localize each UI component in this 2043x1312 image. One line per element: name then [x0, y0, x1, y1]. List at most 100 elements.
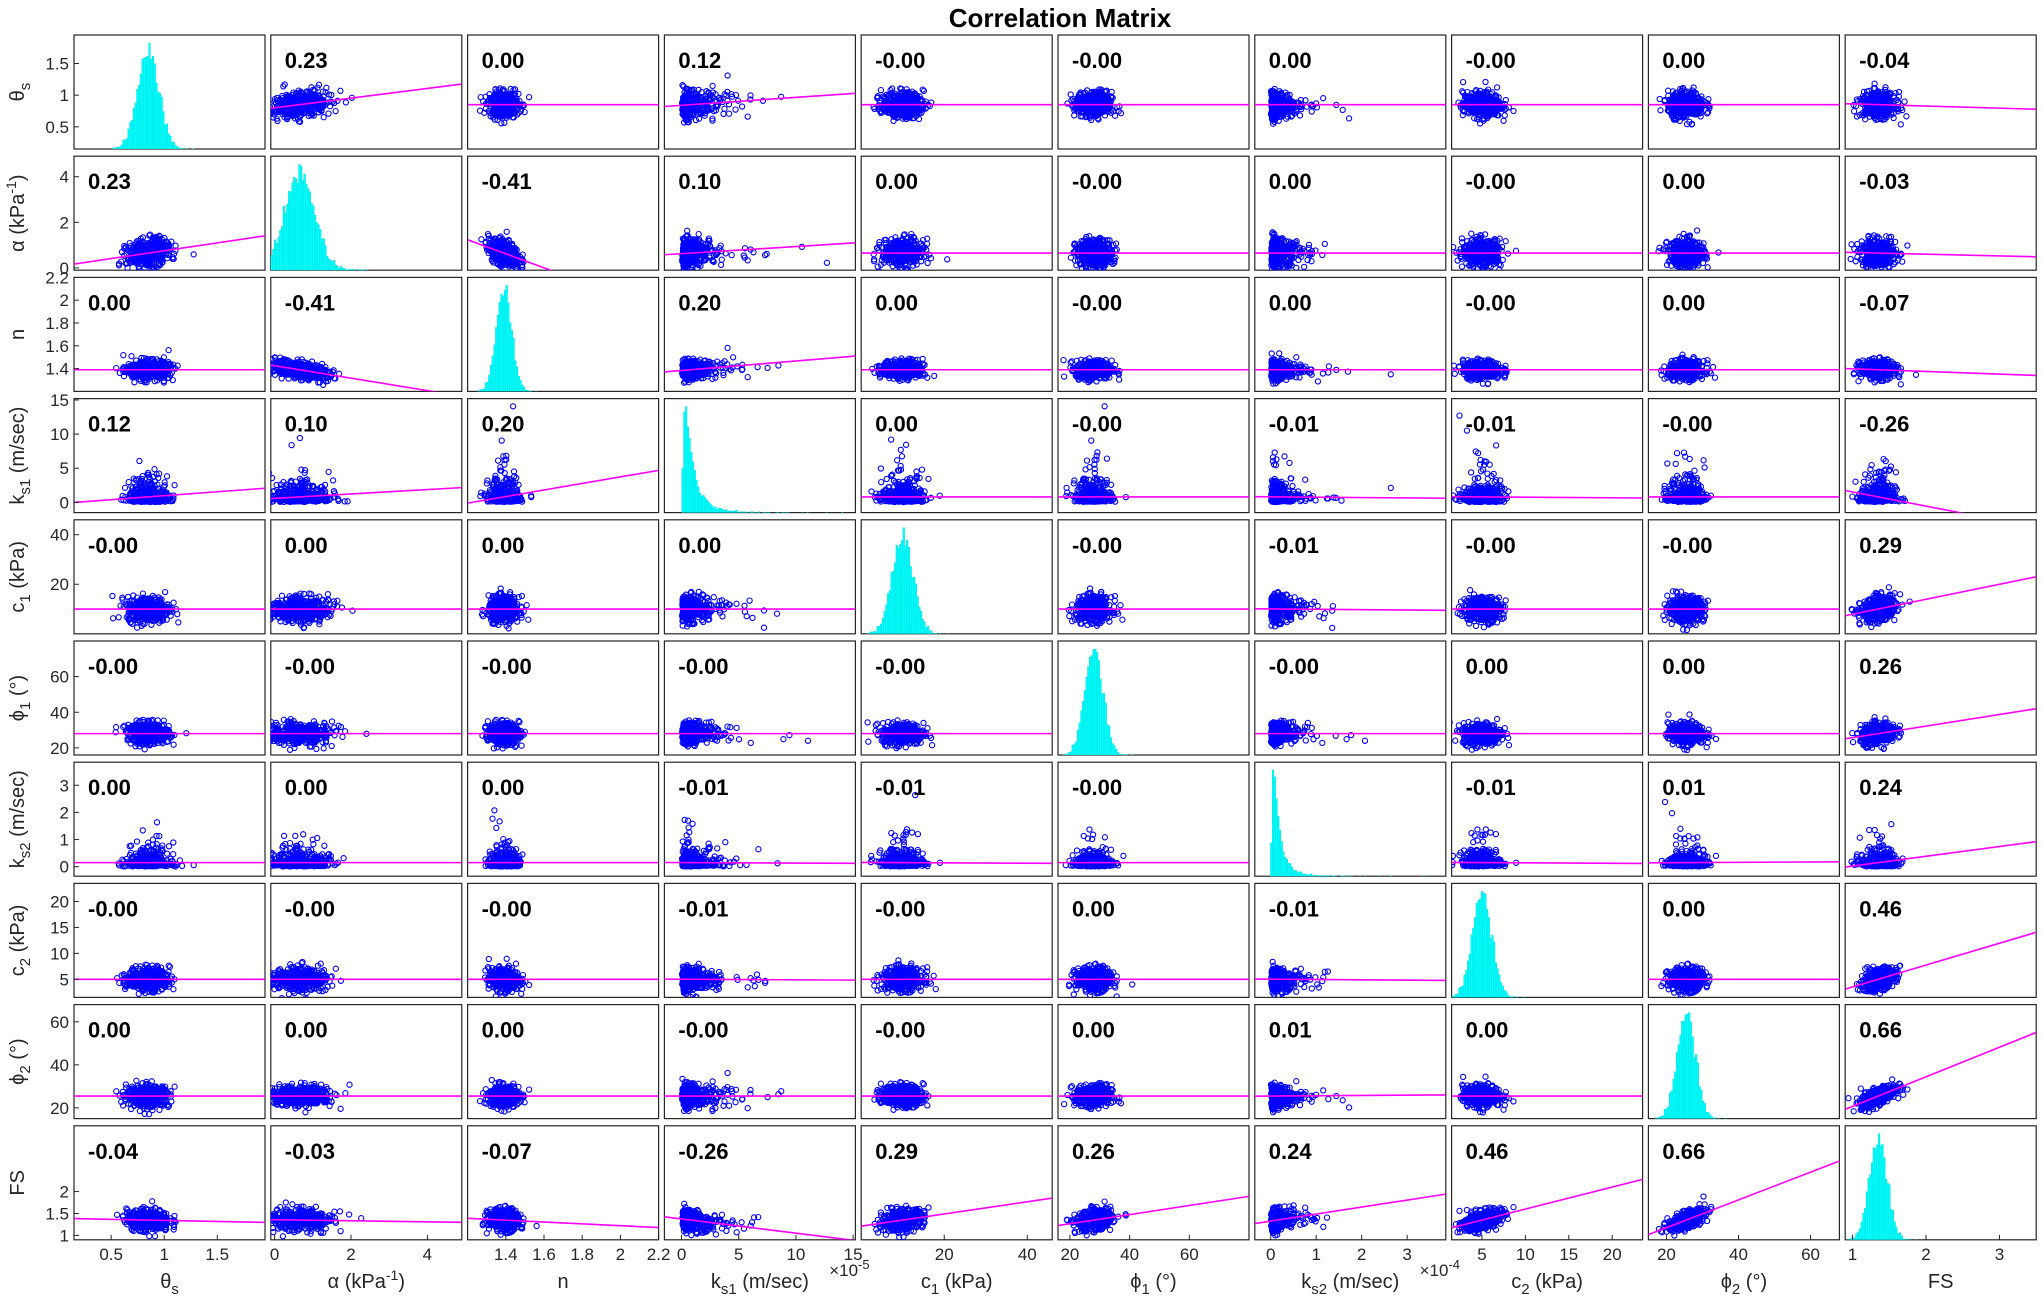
scatter-point	[151, 247, 159, 255]
scatter-point	[499, 242, 506, 249]
histogram-bar	[287, 191, 291, 271]
scatter-point	[168, 238, 175, 245]
scatter-point	[296, 113, 304, 121]
scatter-point	[141, 265, 148, 271]
scatter-point	[1664, 87, 1672, 94]
scatter-point	[141, 269, 147, 271]
histogram-bar	[317, 224, 320, 271]
scatter-point	[288, 105, 295, 113]
scatter-point	[885, 109, 893, 116]
scatter-point	[155, 236, 162, 243]
histogram-bar	[115, 147, 118, 149]
scatter-point	[747, 96, 754, 103]
scatter-point	[1283, 115, 1290, 122]
scatter-point	[1691, 95, 1698, 102]
histogram-bar	[307, 188, 310, 271]
scatter-point	[747, 92, 754, 99]
panel-frame	[1844, 34, 2037, 150]
histogram-bar	[322, 238, 325, 271]
scatter-point	[1492, 106, 1499, 113]
correlation-label: -0.00	[1072, 48, 1122, 73]
scatter-point	[270, 95, 272, 100]
scatter-point	[342, 99, 350, 106]
scatter-point	[1676, 117, 1683, 125]
scatter-point	[1869, 90, 1876, 97]
scatter-point	[1269, 120, 1277, 127]
scatter-point	[1494, 111, 1502, 119]
scatter-point	[759, 97, 767, 104]
histogram-bar	[327, 258, 331, 271]
histogram-bar	[348, 268, 351, 271]
histogram-bar	[312, 205, 315, 271]
scatter-point	[122, 260, 130, 267]
scatter-point	[1890, 114, 1897, 122]
scatter-point	[1705, 96, 1712, 103]
scatter-point	[323, 84, 330, 91]
histogram-bar	[320, 239, 324, 271]
panel-theta_s-vs-theta_s: 0.511.5θs	[7, 34, 266, 150]
panel-frame	[270, 34, 463, 150]
scatter-point	[153, 264, 161, 271]
scatter-point	[121, 242, 128, 250]
y-tick-label: 1.5	[45, 55, 69, 74]
histogram-bar	[340, 266, 343, 271]
panel-theta_s-vs-n: 0.00	[467, 34, 660, 150]
scatter-point	[738, 103, 746, 110]
scatter-point	[916, 105, 923, 112]
scatter-point	[1466, 94, 1473, 101]
scatter-point	[1278, 89, 1285, 97]
scatter-point	[133, 247, 140, 255]
histogram-bar	[352, 268, 355, 271]
panel-frame	[73, 34, 266, 150]
histogram-bar	[127, 128, 130, 149]
scatter-point	[519, 251, 526, 258]
scatter-point	[503, 108, 510, 115]
scatter-point	[685, 115, 692, 123]
histogram-bar	[343, 268, 346, 271]
scatter-point	[1690, 84, 1697, 91]
scatter-point	[721, 91, 728, 98]
histogram-bar	[111, 147, 115, 149]
scatter-point	[137, 256, 145, 264]
scatter-point	[1687, 102, 1694, 109]
histogram-bar	[181, 148, 184, 149]
scatter-point	[1877, 93, 1884, 100]
scatter-point	[1684, 97, 1692, 104]
scatter-point	[1288, 105, 1295, 112]
scatter-point	[1090, 95, 1098, 102]
histogram-bar	[359, 269, 362, 271]
scatter-point	[307, 101, 315, 108]
scatter-points	[870, 85, 935, 125]
histogram-bar	[303, 173, 306, 271]
scatter-point	[1482, 78, 1489, 86]
scatter-point	[1862, 116, 1869, 123]
scatter-point	[871, 105, 878, 113]
scatter-point	[709, 117, 716, 124]
scatter-point	[294, 94, 301, 101]
scatter-point	[1481, 88, 1488, 96]
scatter-point	[504, 104, 511, 112]
scatter-point	[905, 97, 913, 104]
scatter-point	[1850, 101, 1857, 109]
histogram-bar	[171, 142, 174, 149]
scatter-point	[1892, 89, 1899, 97]
scatter-point	[1687, 90, 1695, 97]
panel-frame	[1057, 34, 1250, 150]
scatter-point	[1669, 97, 1676, 104]
scatter-point	[135, 239, 142, 247]
scatter-point	[1088, 94, 1095, 102]
scatter-point	[704, 107, 711, 114]
histogram-bar	[279, 230, 282, 271]
histogram-bar	[134, 102, 137, 149]
scatter-point	[1270, 109, 1277, 116]
scatter-point	[1850, 108, 1858, 115]
scatter-point	[698, 106, 705, 114]
scatter-point	[890, 117, 897, 125]
scatter-point	[1320, 95, 1327, 102]
histogram-bar	[334, 265, 337, 271]
scatter-point	[151, 234, 158, 242]
histogram-bar	[158, 93, 162, 149]
scatter-point	[320, 114, 327, 121]
scatter-point	[1284, 91, 1291, 99]
